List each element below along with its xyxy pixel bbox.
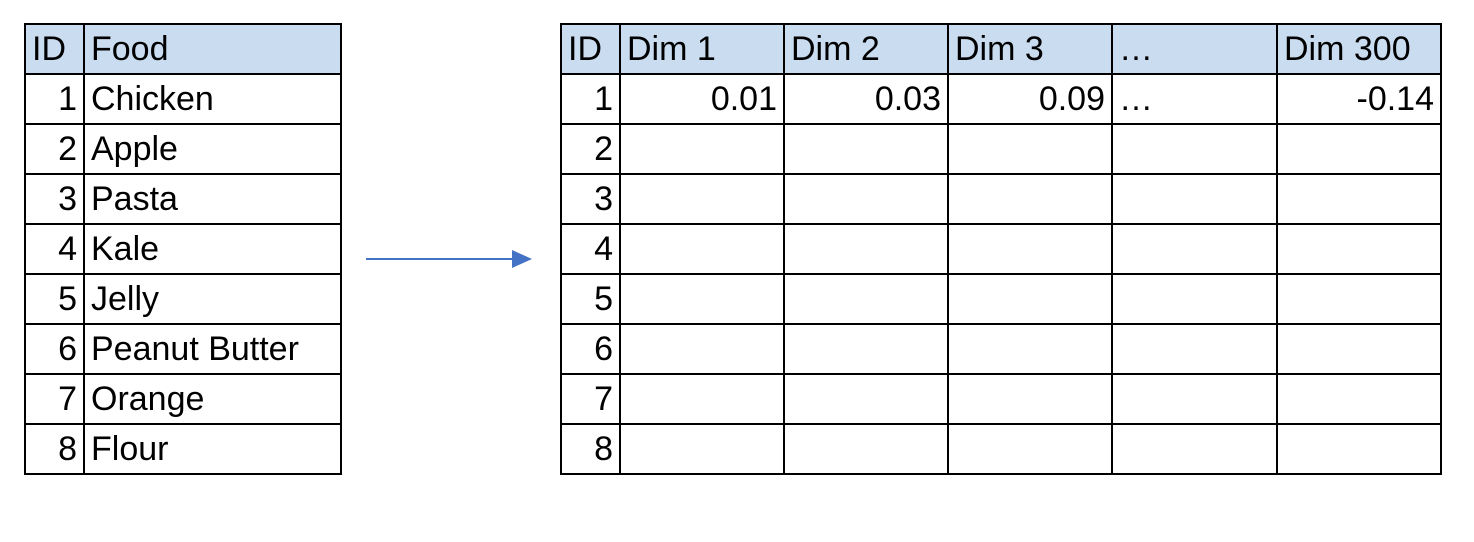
embedding-value-cell bbox=[1276, 273, 1442, 325]
embedding-ellipsis-cell bbox=[1111, 173, 1278, 225]
table-row: 5 Jelly bbox=[24, 273, 342, 325]
embedding-table-header-row: ID Dim 1 Dim 2 Dim 3 … Dim 300 bbox=[560, 23, 1442, 75]
table-row: 7 Orange bbox=[24, 373, 342, 425]
embedding-value-cell bbox=[619, 173, 785, 225]
embedding-ellipsis-cell bbox=[1111, 123, 1278, 175]
embedding-value-cell bbox=[947, 273, 1113, 325]
embedding-value-cell bbox=[783, 123, 949, 175]
embedding-ellipsis-cell bbox=[1111, 373, 1278, 425]
embedding-value-cell bbox=[947, 173, 1113, 225]
embedding-header-dim-1: Dim 1 bbox=[619, 23, 785, 75]
embedding-value-cell bbox=[1276, 373, 1442, 425]
embedding-value-cell bbox=[783, 173, 949, 225]
embedding-value-cell bbox=[783, 373, 949, 425]
food-name-cell: Peanut Butter bbox=[83, 323, 342, 375]
embedding-id-cell: 3 bbox=[560, 173, 621, 225]
food-name-cell: Apple bbox=[83, 123, 342, 175]
embedding-id-cell: 5 bbox=[560, 273, 621, 325]
embedding-id-cell: 1 bbox=[560, 73, 621, 125]
embedding-value-cell bbox=[1276, 323, 1442, 375]
embedding-header-id: ID bbox=[560, 23, 621, 75]
embedding-id-cell: 4 bbox=[560, 223, 621, 275]
embedding-value-cell bbox=[619, 223, 785, 275]
food-name-cell: Flour bbox=[83, 423, 342, 475]
food-id-cell: 6 bbox=[24, 323, 85, 375]
embedding-value-cell bbox=[783, 323, 949, 375]
food-id-cell: 2 bbox=[24, 123, 85, 175]
embedding-value-cell bbox=[783, 223, 949, 275]
food-table-header-row: ID Food bbox=[24, 23, 342, 75]
table-row: 3 bbox=[560, 173, 1442, 225]
food-name-cell: Kale bbox=[83, 223, 342, 275]
table-row: 4 Kale bbox=[24, 223, 342, 275]
food-id-cell: 1 bbox=[24, 73, 85, 125]
embedding-value-cell bbox=[619, 123, 785, 175]
embedding-value-cell bbox=[947, 423, 1113, 475]
embedding-table: ID Dim 1 Dim 2 Dim 3 … Dim 300 1 0.01 0.… bbox=[560, 23, 1442, 475]
embedding-ellipsis-cell bbox=[1111, 423, 1278, 475]
embedding-ellipsis-cell: … bbox=[1111, 73, 1278, 125]
table-row: 8 bbox=[560, 423, 1442, 475]
table-row: 8 Flour bbox=[24, 423, 342, 475]
embedding-ellipsis-cell bbox=[1111, 273, 1278, 325]
embedding-header-dim-2: Dim 2 bbox=[783, 23, 949, 75]
embedding-value-cell bbox=[1276, 173, 1442, 225]
table-row: 1 Chicken bbox=[24, 73, 342, 125]
food-id-cell: 7 bbox=[24, 373, 85, 425]
food-id-cell: 8 bbox=[24, 423, 85, 475]
embedding-id-cell: 7 bbox=[560, 373, 621, 425]
embedding-value-cell bbox=[1276, 123, 1442, 175]
food-table: ID Food 1 Chicken 2 Apple 3 Pasta 4 Kale… bbox=[24, 23, 342, 475]
food-table-header-id: ID bbox=[24, 23, 85, 75]
food-name-cell: Chicken bbox=[83, 73, 342, 125]
embedding-value-cell bbox=[947, 223, 1113, 275]
embedding-ellipsis-cell bbox=[1111, 323, 1278, 375]
embedding-id-cell: 8 bbox=[560, 423, 621, 475]
table-row: 1 0.01 0.03 0.09 … -0.14 bbox=[560, 73, 1442, 125]
embedding-value-cell: -0.14 bbox=[1276, 73, 1442, 125]
embedding-ellipsis-cell bbox=[1111, 223, 1278, 275]
table-row: 5 bbox=[560, 273, 1442, 325]
embedding-value-cell bbox=[783, 423, 949, 475]
embedding-value-cell: 0.09 bbox=[947, 73, 1113, 125]
embedding-value-cell: 0.01 bbox=[619, 73, 785, 125]
table-row: 2 bbox=[560, 123, 1442, 175]
embedding-id-cell: 2 bbox=[560, 123, 621, 175]
food-name-cell: Jelly bbox=[83, 273, 342, 325]
embedding-id-cell: 6 bbox=[560, 323, 621, 375]
embedding-value-cell bbox=[947, 123, 1113, 175]
embedding-value-cell bbox=[619, 373, 785, 425]
embedding-value-cell bbox=[1276, 223, 1442, 275]
embedding-value-cell bbox=[783, 273, 949, 325]
embedding-value-cell bbox=[947, 373, 1113, 425]
table-row: 2 Apple bbox=[24, 123, 342, 175]
embedding-value-cell bbox=[947, 323, 1113, 375]
table-row: 3 Pasta bbox=[24, 173, 342, 225]
embedding-header-dim-3: Dim 3 bbox=[947, 23, 1113, 75]
food-name-cell: Orange bbox=[83, 373, 342, 425]
food-table-header-food: Food bbox=[83, 23, 342, 75]
food-id-cell: 4 bbox=[24, 223, 85, 275]
table-row: 7 bbox=[560, 373, 1442, 425]
embedding-value-cell bbox=[1276, 423, 1442, 475]
embedding-value-cell: 0.03 bbox=[783, 73, 949, 125]
food-id-cell: 3 bbox=[24, 173, 85, 225]
embedding-header-ellipsis: … bbox=[1111, 23, 1278, 75]
table-row: 6 Peanut Butter bbox=[24, 323, 342, 375]
embedding-value-cell bbox=[619, 423, 785, 475]
food-name-cell: Pasta bbox=[83, 173, 342, 225]
embedding-value-cell bbox=[619, 323, 785, 375]
embedding-value-cell bbox=[619, 273, 785, 325]
embedding-header-dim-300: Dim 300 bbox=[1276, 23, 1442, 75]
arrow-right-icon bbox=[366, 250, 532, 268]
table-row: 4 bbox=[560, 223, 1442, 275]
table-row: 6 bbox=[560, 323, 1442, 375]
food-id-cell: 5 bbox=[24, 273, 85, 325]
